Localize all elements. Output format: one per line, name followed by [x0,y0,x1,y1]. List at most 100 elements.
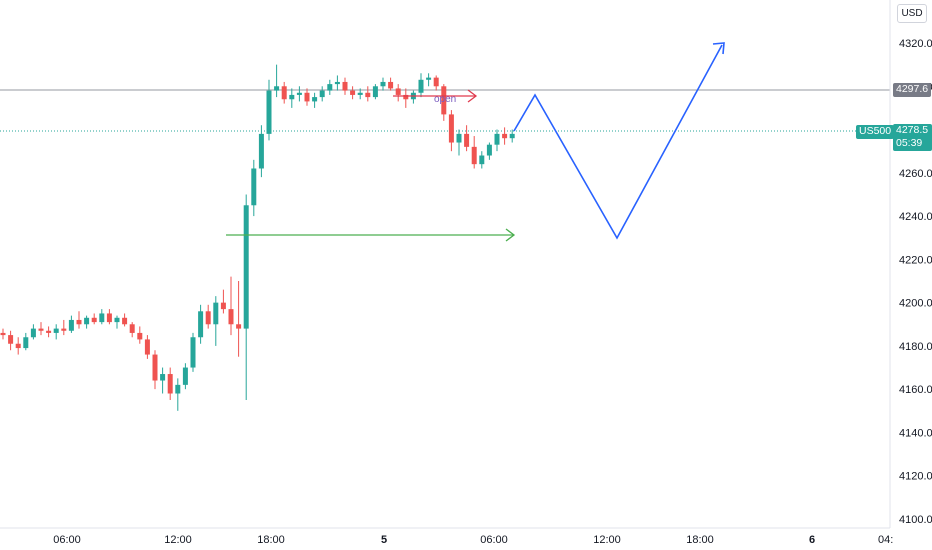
candle [160,367,166,394]
red-arrow-drawing[interactable] [393,89,478,103]
candle-body [289,94,295,100]
candle-body [365,92,371,98]
candle [342,77,348,95]
candle-body [327,84,333,91]
candle-body [53,328,59,333]
candle [494,129,500,152]
price-tick-label: 4120.0 [899,471,932,483]
candle-body [456,133,462,143]
candle-body [395,88,401,95]
candle [182,363,188,390]
horizontal-line-price-tag: 4297.6 [893,83,932,97]
candle-body [357,92,363,95]
time-tick-label: 12:00 [593,534,621,546]
candle [281,81,287,104]
candle [38,322,44,336]
candle [289,88,295,108]
candle [0,328,6,340]
candle-body [243,205,249,329]
candle [175,378,181,411]
candle [304,88,310,106]
candle-body [433,77,439,87]
candle-body [251,168,257,206]
candle [464,125,470,152]
current-price-value: 4278.5 [896,124,929,136]
time-tick-label: 06:00 [480,534,508,546]
candle [61,319,67,336]
candle [365,86,371,102]
candle-body [334,81,340,85]
candle [137,326,143,344]
candle-body [380,81,386,87]
time-tick-label: 06:00 [53,534,81,546]
candle [479,151,485,169]
candle [456,129,462,156]
candle [350,86,356,100]
time-axis[interactable]: 06:00 12:00 18:00 5 06:00 12:00 18:00 6 04: [53,534,893,546]
current-price-tag: 4278.5 05:39 [893,124,932,151]
candle-body [205,311,211,325]
candle-body [388,81,394,89]
candle-body [8,335,14,344]
candle-body [479,155,485,165]
candle-body [129,324,135,333]
candle-body [46,330,52,333]
candle [190,332,196,372]
price-tick-label: 4160.0 [899,384,932,396]
candle [403,88,409,108]
candle [167,367,173,400]
time-tick-label: 6 [809,534,815,546]
candle-body [486,144,492,156]
candle [388,77,394,91]
candle-body [471,146,477,165]
candle-body [372,86,378,98]
price-axis[interactable]: 4320.04300.04280.04260.04240.04220.04200… [899,38,932,526]
candle-body [198,311,204,338]
projection-zigzag[interactable] [513,42,725,240]
candle [426,73,432,87]
candle-body [144,339,150,355]
candle [319,86,325,102]
candle-body [403,94,409,100]
candle-body [266,90,272,134]
candle [312,92,318,108]
candle-body [441,86,447,115]
time-tick-label: 12:00 [164,534,192,546]
candle [129,322,135,338]
currency-selector[interactable]: USD [897,4,927,23]
candle-body [0,332,6,336]
candle-body [84,317,90,325]
candle [236,281,242,357]
candle-body [502,133,508,139]
candle [213,296,219,346]
candle [258,125,264,178]
candle [114,315,120,329]
candle-body [30,328,36,338]
candle [76,311,82,329]
candle [23,332,29,351]
candle-body [137,332,143,340]
price-tick-label: 4240.0 [899,211,932,223]
candle [84,315,90,329]
symbol-tag: US500 [856,125,895,139]
candle-body [76,319,82,325]
time-tick-label: 18:00 [686,534,714,546]
candle-body [296,92,302,95]
price-tick-label: 4100.0 [899,514,932,526]
candle-body [167,374,173,394]
price-tick-label: 4140.0 [899,427,932,439]
candle-body [99,313,105,323]
price-tick-label: 4180.0 [899,341,932,353]
candlestick-series [0,64,515,411]
candle-body [304,92,310,102]
candle-body [236,324,242,329]
candle [220,289,226,314]
candle-body [228,309,234,325]
candle-body [342,81,348,91]
candle [228,276,234,336]
candle [441,84,447,121]
candle [144,335,150,359]
candle-body [220,302,226,310]
green-arrow-drawing[interactable] [226,228,516,242]
